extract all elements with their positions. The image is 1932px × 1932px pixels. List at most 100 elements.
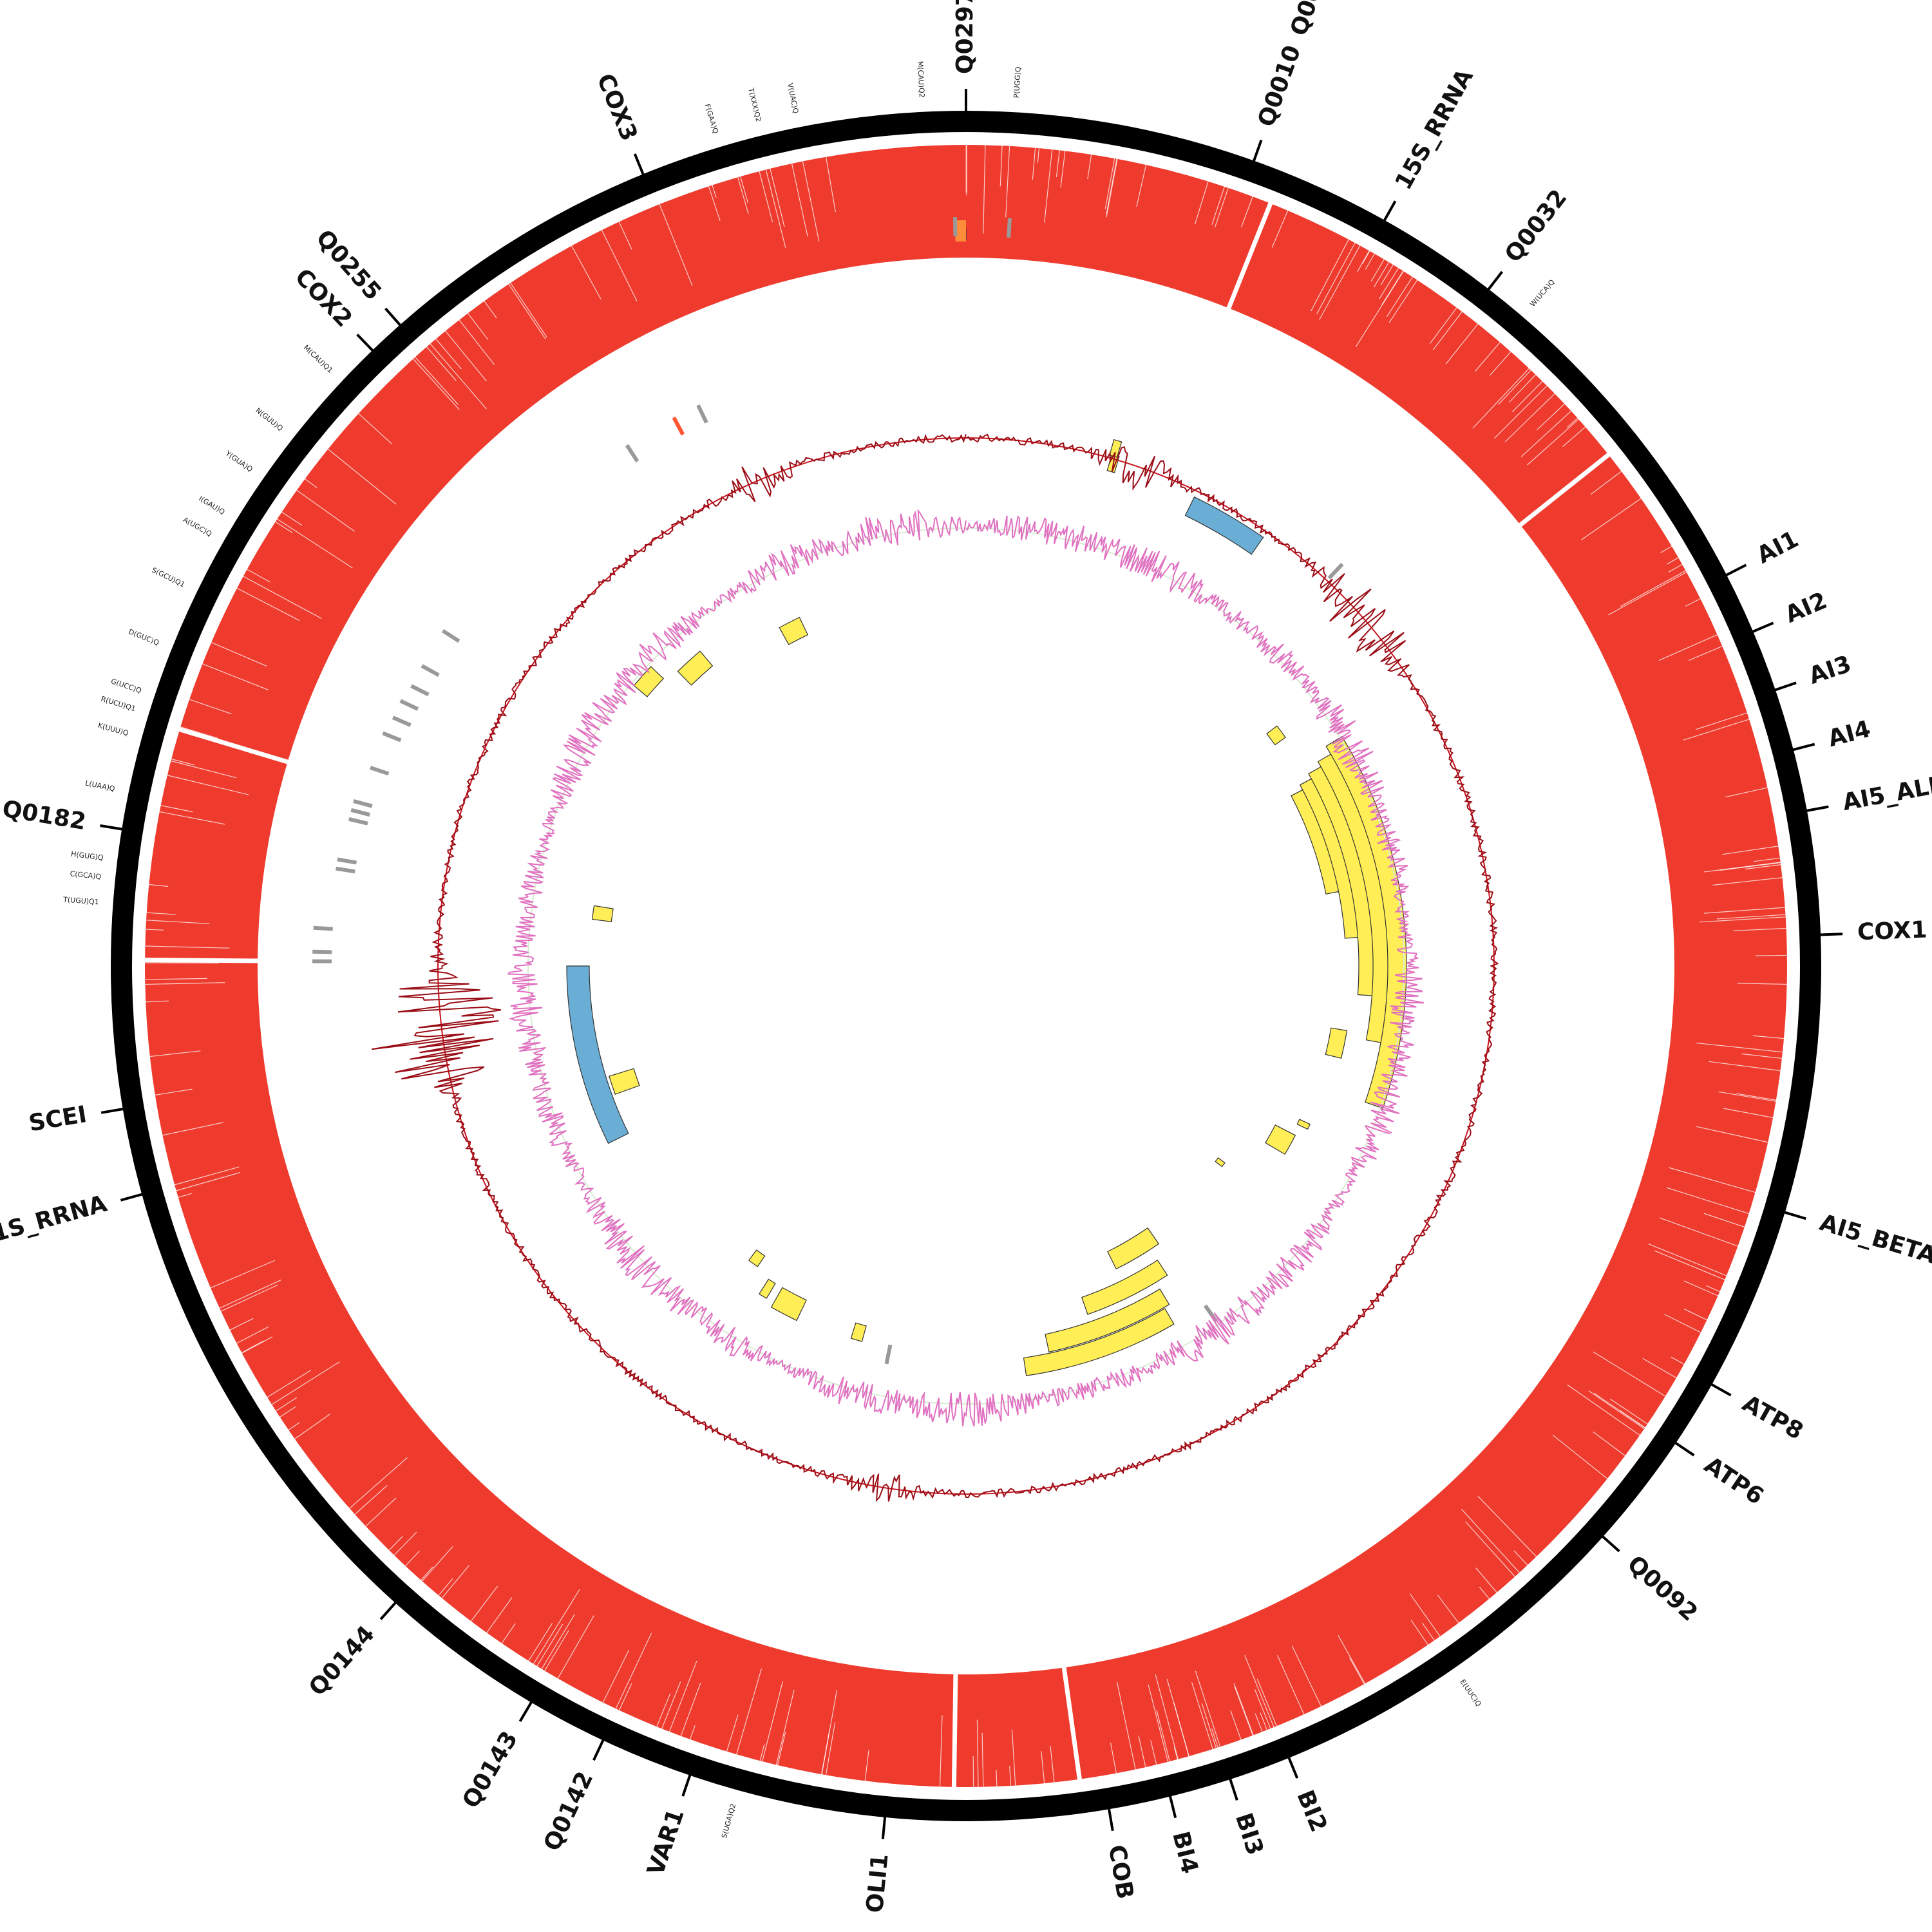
coverage-dip bbox=[1194, 181, 1209, 225]
coverage-dip bbox=[1667, 557, 1679, 565]
coverage-dip bbox=[413, 358, 460, 410]
coverage-ring bbox=[145, 145, 1787, 1787]
coverage-dip bbox=[1660, 545, 1672, 553]
trna-label: M(CAU)Q1 bbox=[302, 343, 334, 374]
trna-feature bbox=[313, 925, 333, 931]
gene-tick bbox=[881, 1812, 887, 1840]
coverage-dip bbox=[533, 1589, 580, 1665]
cds-feature bbox=[609, 1068, 640, 1095]
coverage-dip bbox=[1409, 1593, 1441, 1637]
coverage-dip bbox=[1465, 1521, 1515, 1577]
gene-tick bbox=[100, 824, 128, 831]
coverage-dip bbox=[471, 1586, 498, 1622]
coverage-dip bbox=[441, 1565, 469, 1598]
trna-label: G(UCC)Q bbox=[110, 677, 143, 695]
gene-label: Q0010 bbox=[1253, 42, 1307, 130]
gene-tick bbox=[518, 1697, 535, 1722]
coverage-dip bbox=[1234, 1686, 1253, 1736]
trna-feature bbox=[410, 684, 430, 697]
coverage-dip bbox=[149, 884, 169, 887]
coverage-dip bbox=[615, 1633, 652, 1709]
coverage-dip bbox=[210, 1260, 276, 1289]
trna-feature bbox=[421, 664, 440, 677]
gene-tick bbox=[1381, 200, 1397, 225]
coverage-dip bbox=[1620, 570, 1686, 607]
coverage-dip bbox=[1050, 1745, 1055, 1783]
coverage-dip bbox=[236, 1326, 269, 1344]
coverage-dip bbox=[777, 1731, 786, 1766]
coverage-dip bbox=[1668, 1167, 1756, 1193]
coverage-dip bbox=[1754, 857, 1781, 862]
trna-label: S(UGA)Q2 bbox=[720, 1803, 737, 1839]
cds-feature bbox=[591, 905, 614, 922]
coverage-dip bbox=[327, 448, 397, 505]
coverage-gap bbox=[1517, 452, 1611, 528]
coverage-dip bbox=[1319, 245, 1361, 320]
coverage-dip bbox=[1703, 1213, 1745, 1227]
coverage-dip bbox=[426, 346, 457, 381]
coverage-dip bbox=[762, 1681, 784, 1762]
coverage-dip bbox=[1703, 862, 1781, 873]
coverage-dip bbox=[171, 760, 237, 779]
cds-feature bbox=[748, 1249, 766, 1267]
cds-feature bbox=[1023, 1308, 1175, 1376]
coverage-dip bbox=[1706, 1285, 1720, 1293]
gene-label: OLI1 bbox=[862, 1853, 894, 1914]
coverage-dip bbox=[1357, 251, 1370, 272]
cds-feature bbox=[1109, 439, 1122, 458]
coverage-dip bbox=[1104, 158, 1115, 209]
gene-tick bbox=[356, 334, 377, 355]
coverage-dip bbox=[759, 1744, 765, 1761]
trna-feature bbox=[399, 699, 419, 711]
coverage-dip bbox=[146, 929, 164, 931]
coverage-dip bbox=[486, 1597, 513, 1633]
trna-feature bbox=[884, 1344, 893, 1365]
gene-tick bbox=[592, 1735, 607, 1761]
coverage-dip bbox=[1752, 1035, 1785, 1039]
coverage-dip bbox=[1509, 374, 1537, 402]
coverage-dip bbox=[1642, 1358, 1677, 1379]
coverage-dip bbox=[1664, 1314, 1701, 1333]
coverage-dip bbox=[1745, 864, 1781, 870]
coverage-dip bbox=[180, 726, 218, 739]
coverage-dip bbox=[1037, 147, 1039, 163]
coverage-gap bbox=[178, 726, 290, 765]
trna-label: T(XXX)Q2 bbox=[746, 86, 763, 122]
gc-skew-baseline bbox=[527, 527, 1405, 1405]
coverage-dip bbox=[708, 186, 721, 222]
coverage-dip bbox=[1479, 1586, 1490, 1600]
coverage-dip bbox=[536, 1624, 564, 1667]
coverage-dip bbox=[1106, 158, 1118, 218]
gc-skew-track bbox=[507, 509, 1425, 1426]
gene-label: AI4 bbox=[1825, 716, 1873, 752]
coverage-dip bbox=[740, 176, 748, 204]
coverage-dip bbox=[1429, 307, 1457, 344]
cds-feature bbox=[759, 1278, 776, 1299]
coverage-dip bbox=[557, 1615, 594, 1679]
gene-tick bbox=[1815, 933, 1843, 936]
coverage-dip bbox=[770, 168, 785, 227]
coverage-dip bbox=[435, 338, 462, 370]
coverage-dip bbox=[1489, 351, 1511, 376]
coverage-dip bbox=[1432, 311, 1463, 350]
coverage-dip bbox=[541, 1614, 575, 1669]
coverage-dip bbox=[1338, 1634, 1366, 1684]
coverage-dip bbox=[189, 699, 232, 715]
coverage-dip bbox=[241, 1340, 264, 1353]
backbone-ring bbox=[111, 111, 1821, 1821]
gene-tick bbox=[384, 307, 404, 330]
coverage-dip bbox=[1150, 1740, 1157, 1765]
gene-tick bbox=[1227, 1774, 1238, 1801]
trna-feature bbox=[382, 731, 402, 743]
gene-tick bbox=[1106, 1804, 1114, 1832]
trna-label: N(GUU)Q bbox=[254, 406, 285, 433]
cds-feature bbox=[779, 616, 809, 645]
coverage-dip bbox=[1477, 1495, 1537, 1557]
coverage-dip bbox=[1410, 1620, 1428, 1645]
coverage-dip bbox=[1365, 253, 1375, 270]
coverage-dip bbox=[1593, 1431, 1625, 1456]
gene-label: COX3 bbox=[591, 70, 642, 145]
coverage-dip bbox=[146, 1000, 169, 1003]
trna-label: F(GAA)Q bbox=[703, 103, 720, 135]
